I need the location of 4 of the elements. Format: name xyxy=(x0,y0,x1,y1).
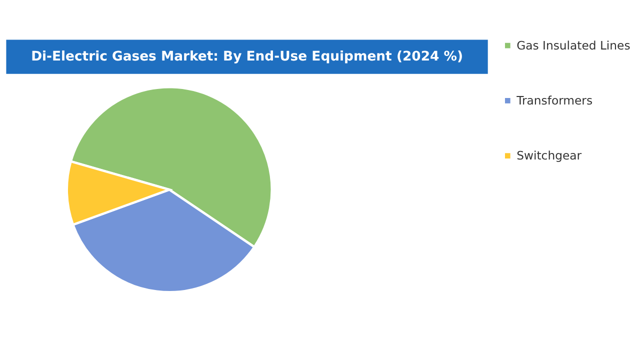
legend-label: Gas Insulated Lines xyxy=(516,38,630,52)
legend-label: Switchgear xyxy=(516,148,582,163)
legend-label: Transformers xyxy=(516,94,593,108)
text: Di-Electric Gases Market: By End-Use Equipment (2024 %) xyxy=(31,50,464,65)
